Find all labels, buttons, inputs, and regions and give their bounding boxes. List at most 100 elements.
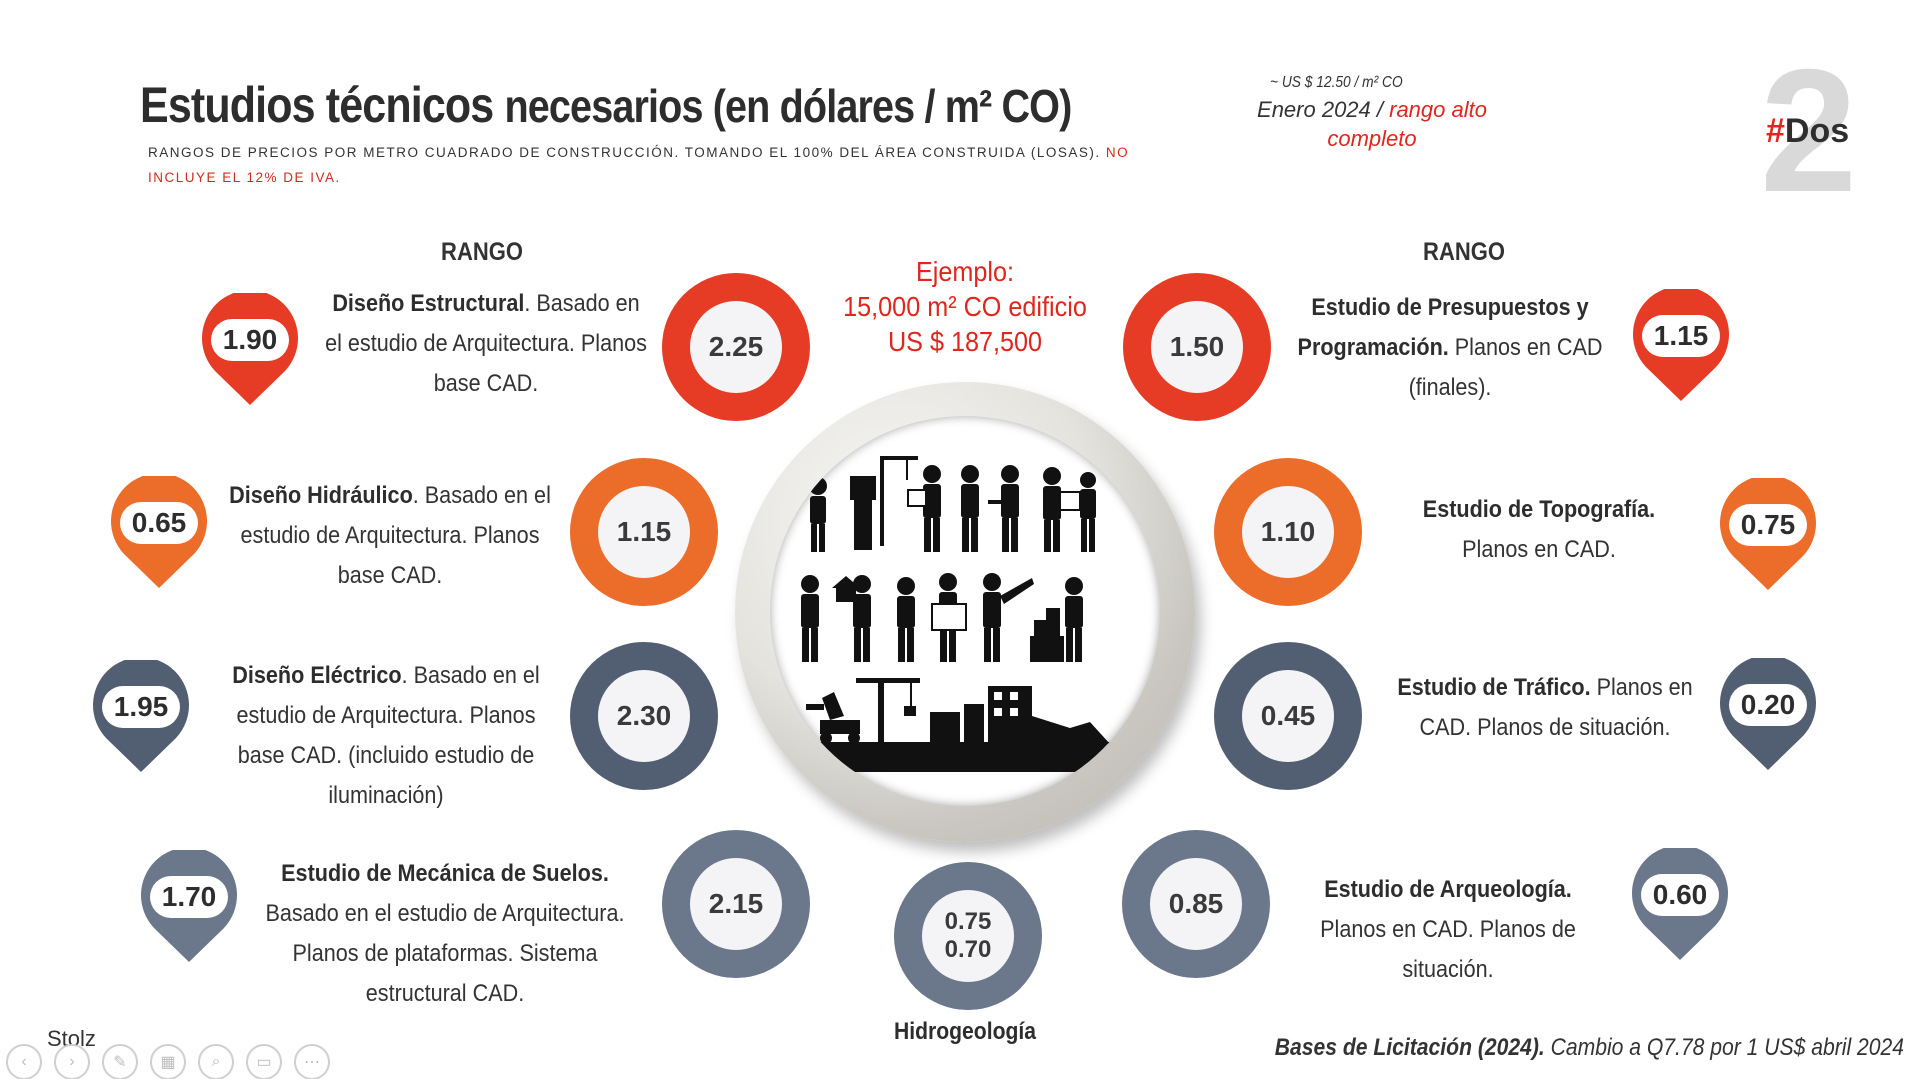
ring-arqueologia: 0.85 [1122, 830, 1270, 978]
brand-logo: #Dos [1766, 112, 1849, 151]
chevron-right-icon: › [69, 1053, 75, 1070]
high-value-estructural: 2.25 [690, 301, 782, 393]
detail-hidraulico: . Basado en el estudio de Arquitectura. … [240, 482, 551, 589]
desc-hidraulico: Diseño Hidráulico. Basado en el estudio … [228, 476, 552, 596]
detail-presupuestos: Planos en CAD (finales). [1408, 334, 1603, 401]
ring-topografia: 1.10 [1214, 458, 1362, 606]
low-value-trafico: 0.20 [1729, 684, 1807, 726]
detail-trafico: Planos en CAD. Planos de situación. [1419, 674, 1693, 741]
construction-workers-icon [770, 456, 1160, 772]
source-bold: Bases de Licitación (2024). [1274, 1034, 1545, 1061]
subtitle-vat-note: No incluye el 12% de IVA. [148, 145, 1130, 185]
title-hidraulico: Diseño Hidráulico [229, 482, 413, 509]
desc-suelos: Estudio de Mecánica de Suelos. Basado en… [265, 854, 625, 1014]
pin-suelos: 1.70 [132, 850, 246, 966]
chevron-left-icon: ‹ [21, 1053, 27, 1070]
desc-trafico: Estudio de Tráfico. Planos en CAD. Plano… [1397, 668, 1694, 748]
pen-icon: ✎ [113, 1054, 127, 1071]
example-line-3: US $ 187,500 [887, 326, 1043, 357]
date-red-note: rango alto completo [1327, 97, 1487, 151]
detail-topografia: Planos en CAD. [1462, 536, 1616, 563]
pin-presupuestos: 1.15 [1624, 289, 1738, 405]
example-line-1: Ejemplo: [915, 256, 1015, 287]
values-hidrogeologia: 0.75 0.70 [922, 890, 1014, 982]
subtitles-icon: ▭ [256, 1054, 272, 1071]
high-value-hidrogeologia: 0.75 [944, 908, 992, 935]
example-box: Ejemplo: 15,000 m² CO edificio US $ 187,… [835, 254, 1096, 359]
desc-estructural: Diseño Estructural. Basado en el estudio… [324, 284, 648, 404]
pin-estructural: 1.90 [193, 293, 307, 409]
pin-topografia: 0.75 [1711, 478, 1825, 594]
desc-electrico: Diseño Eléctrico. Basado en el estudio d… [224, 656, 548, 816]
high-value-presupuestos: 1.50 [1151, 301, 1243, 393]
brand-number: 2 [1760, 34, 1858, 229]
title-presupuestos: Estudio de Presupuestos y Programación. [1297, 294, 1589, 361]
source-detail: Cambio a Q7.78 por 1 US$ abril 2024 [1544, 1034, 1904, 1061]
low-value-arqueologia: 0.60 [1641, 874, 1719, 916]
brand-word: Dos [1784, 112, 1850, 150]
high-value-trafico: 0.45 [1242, 670, 1334, 762]
subtitle-main: Rangos de precios por metro cuadrado de … [148, 145, 1101, 160]
ring-estructural: 2.25 [662, 273, 810, 421]
title-suelos: Estudio de Mecánica de Suelos. [281, 860, 609, 887]
title-trafico: Estudio de Tráfico. [1397, 674, 1591, 701]
pin-arqueologia: 0.60 [1623, 848, 1737, 964]
price-note: ~ US $ 12.50 / m² CO [1270, 74, 1403, 91]
title-part-2: necesarios (en dólares / m² CO) [504, 80, 1072, 132]
magnifier-icon: ⌕ [211, 1053, 221, 1070]
high-value-hidraulico: 1.15 [598, 486, 690, 578]
more-icon: ⋯ [304, 1054, 320, 1071]
detail-electrico: . Basado en el estudio de Arquitectura. … [236, 662, 540, 809]
title-estructural: Diseño Estructural [332, 290, 525, 317]
high-value-topografia: 1.10 [1242, 486, 1334, 578]
page-title: Estudios técnicos necesarios (en dólares… [140, 76, 1072, 134]
more-options-button[interactable]: ⋯ [294, 1044, 330, 1079]
detail-suelos: Basado en el estudio de Arquitectura. Pl… [265, 900, 625, 1007]
left-column-header: RANGO [441, 238, 523, 266]
right-column-header: RANGO [1423, 238, 1505, 266]
desc-arqueologia: Estudio de Arqueología. Planos en CAD. P… [1295, 870, 1601, 990]
title-part-1: Estudios técnicos [140, 77, 494, 133]
slides-grid-button[interactable]: ▦ [150, 1044, 186, 1079]
high-value-suelos: 2.15 [690, 858, 782, 950]
ring-trafico: 0.45 [1214, 642, 1362, 790]
construction-illustration [770, 416, 1160, 806]
high-value-arqueologia: 0.85 [1150, 858, 1242, 950]
title-arqueologia: Estudio de Arqueología. [1324, 876, 1572, 903]
ring-suelos: 2.15 [662, 830, 810, 978]
high-value-electrico: 2.30 [598, 670, 690, 762]
pin-electrico: 1.95 [84, 660, 198, 776]
low-value-topografia: 0.75 [1729, 504, 1807, 546]
subtitles-button[interactable]: ▭ [246, 1044, 282, 1079]
title-electrico: Diseño Eléctrico [232, 662, 402, 689]
low-value-suelos: 1.70 [150, 876, 228, 918]
desc-presupuestos: Estudio de Presupuestos y Programación. … [1297, 288, 1603, 408]
low-value-hidraulico: 0.65 [120, 502, 198, 544]
pin-hidraulico: 0.65 [102, 476, 216, 592]
pen-tool-button[interactable]: ✎ [102, 1044, 138, 1079]
brand-hash: # [1766, 112, 1785, 150]
grid-icon: ▦ [160, 1054, 176, 1071]
desc-topografia: Estudio de Topografía. Planos en CAD. [1394, 490, 1684, 570]
detail-arqueologia: Planos en CAD. Planos de situación. [1320, 916, 1576, 983]
page-subtitle: Rangos de precios por metro cuadrado de … [148, 140, 1178, 190]
ring-hidraulico: 1.15 [570, 458, 718, 606]
prev-slide-button[interactable]: ‹ [6, 1044, 42, 1079]
example-line-2: 15,000 m² CO edificio [843, 291, 1087, 322]
ring-presupuestos: 1.50 [1123, 273, 1271, 421]
ring-electrico: 2.30 [570, 642, 718, 790]
date-note: Enero 2024 / rango alto completo [1222, 95, 1522, 153]
label-hidrogeologia: Hidrogeología [894, 1018, 1036, 1045]
source-note: Bases de Licitación (2024). Cambio a Q7.… [1258, 1034, 1904, 1062]
low-value-hidrogeologia: 0.70 [944, 936, 992, 963]
slideshow-controls: ‹ › ✎ ▦ ⌕ ▭ ⋯ [6, 1044, 330, 1079]
low-value-electrico: 1.95 [102, 686, 180, 728]
title-topografia: Estudio de Topografía. [1422, 496, 1656, 523]
low-value-estructural: 1.90 [211, 319, 289, 361]
ring-hidrogeologia: 0.75 0.70 [894, 862, 1042, 1010]
next-slide-button[interactable]: › [54, 1044, 90, 1079]
detail-estructural: . Basado en el estudio de Arquitectura. … [325, 290, 647, 397]
zoom-button[interactable]: ⌕ [198, 1044, 234, 1079]
date-text: Enero 2024 / [1257, 97, 1390, 122]
pin-trafico: 0.20 [1711, 658, 1825, 774]
